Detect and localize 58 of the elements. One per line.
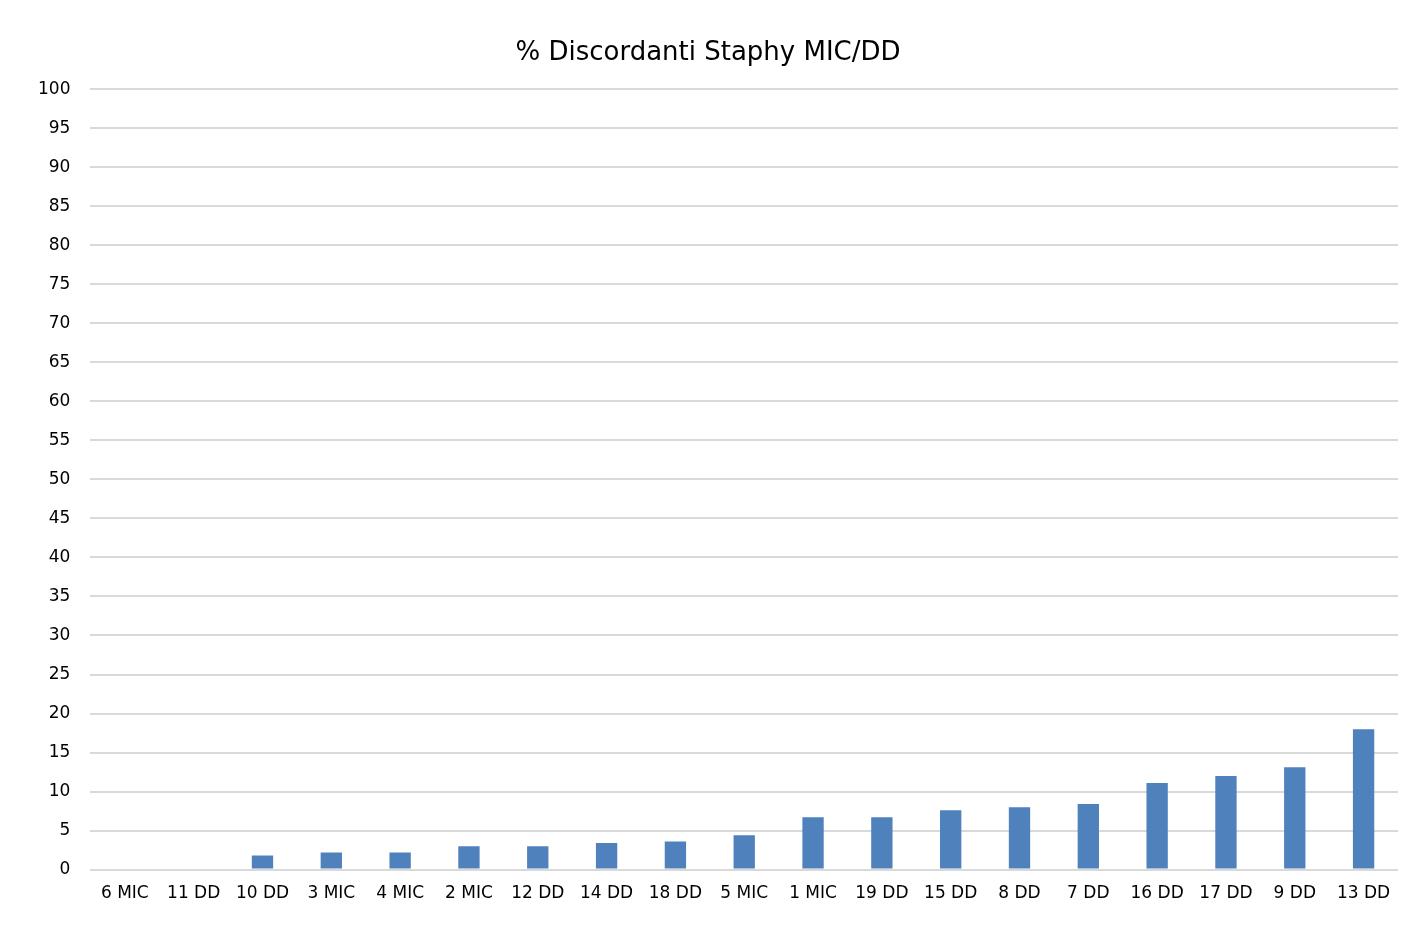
bar xyxy=(389,852,411,869)
y-tick-label: 55 xyxy=(48,428,71,449)
y-tick-label: 25 xyxy=(48,662,71,683)
y-tick-label: 75 xyxy=(48,272,71,293)
y-tick-label: 100 xyxy=(37,77,71,98)
x-tick-label: 6 MIC xyxy=(100,882,149,903)
y-tick-label: 5 xyxy=(59,819,71,839)
y-tick-label: 45 xyxy=(48,506,71,527)
y-tick-label: 50 xyxy=(48,467,71,488)
bar xyxy=(1352,729,1375,869)
bar xyxy=(595,843,618,869)
x-tick-label: 10 DD xyxy=(235,882,290,903)
bar xyxy=(733,835,755,869)
bar xyxy=(1146,782,1168,869)
x-tick-label: 1 MIC xyxy=(789,882,837,903)
y-tick-label: 70 xyxy=(48,311,71,332)
bar xyxy=(320,852,342,869)
y-tick-label: 15 xyxy=(48,740,71,761)
y-tick-label: 85 xyxy=(48,194,71,215)
bar xyxy=(1284,767,1306,869)
bar xyxy=(802,817,824,869)
x-tick-label: 13 DD xyxy=(1336,882,1391,903)
bar xyxy=(251,855,274,869)
x-tick-label: 7 DD xyxy=(1067,882,1110,903)
bar xyxy=(527,846,549,869)
bar xyxy=(871,817,893,869)
y-tick-label: 20 xyxy=(48,701,71,722)
bar xyxy=(1008,807,1031,869)
y-tick-label: 40 xyxy=(48,545,71,566)
x-tick-label: 3 MIC xyxy=(307,882,356,903)
x-tick-label: 9 DD xyxy=(1273,882,1316,903)
x-tick-label: 17 DD xyxy=(1199,882,1253,903)
y-tick-label: 65 xyxy=(48,350,71,371)
x-tick-label: 14 DD xyxy=(579,882,634,903)
bar xyxy=(940,810,962,869)
y-tick-label: 30 xyxy=(48,623,71,644)
x-tick-label: 18 DD xyxy=(648,882,703,903)
y-tick-label: 95 xyxy=(48,116,71,137)
y-tick-label: 80 xyxy=(48,233,71,254)
x-tick-label: 2 MIC xyxy=(445,882,493,903)
bar xyxy=(1077,804,1099,869)
y-tick-label: 10 xyxy=(48,779,71,800)
y-tick-label: 0 xyxy=(59,858,71,879)
bar xyxy=(458,846,480,869)
bar xyxy=(1215,775,1237,869)
y-tick-label: 35 xyxy=(48,584,71,605)
x-tick-label: 15 DD xyxy=(924,882,978,903)
y-tick-label: 60 xyxy=(48,389,71,410)
x-tick-label: 16 DD xyxy=(1130,882,1184,903)
bar xyxy=(664,841,687,869)
y-tick-label: 90 xyxy=(48,155,71,176)
chart-title: % Discordanti Staphy MIC/DD xyxy=(515,36,901,67)
x-tick-label: 8 DD xyxy=(998,882,1041,903)
x-tick-label: 19 DD xyxy=(855,882,909,903)
x-tick-label: 11 DD xyxy=(167,882,221,903)
x-tick-label: 4 MIC xyxy=(376,882,425,903)
x-tick-label: 5 MIC xyxy=(720,882,769,903)
x-tick-label: 12 DD xyxy=(511,882,565,903)
